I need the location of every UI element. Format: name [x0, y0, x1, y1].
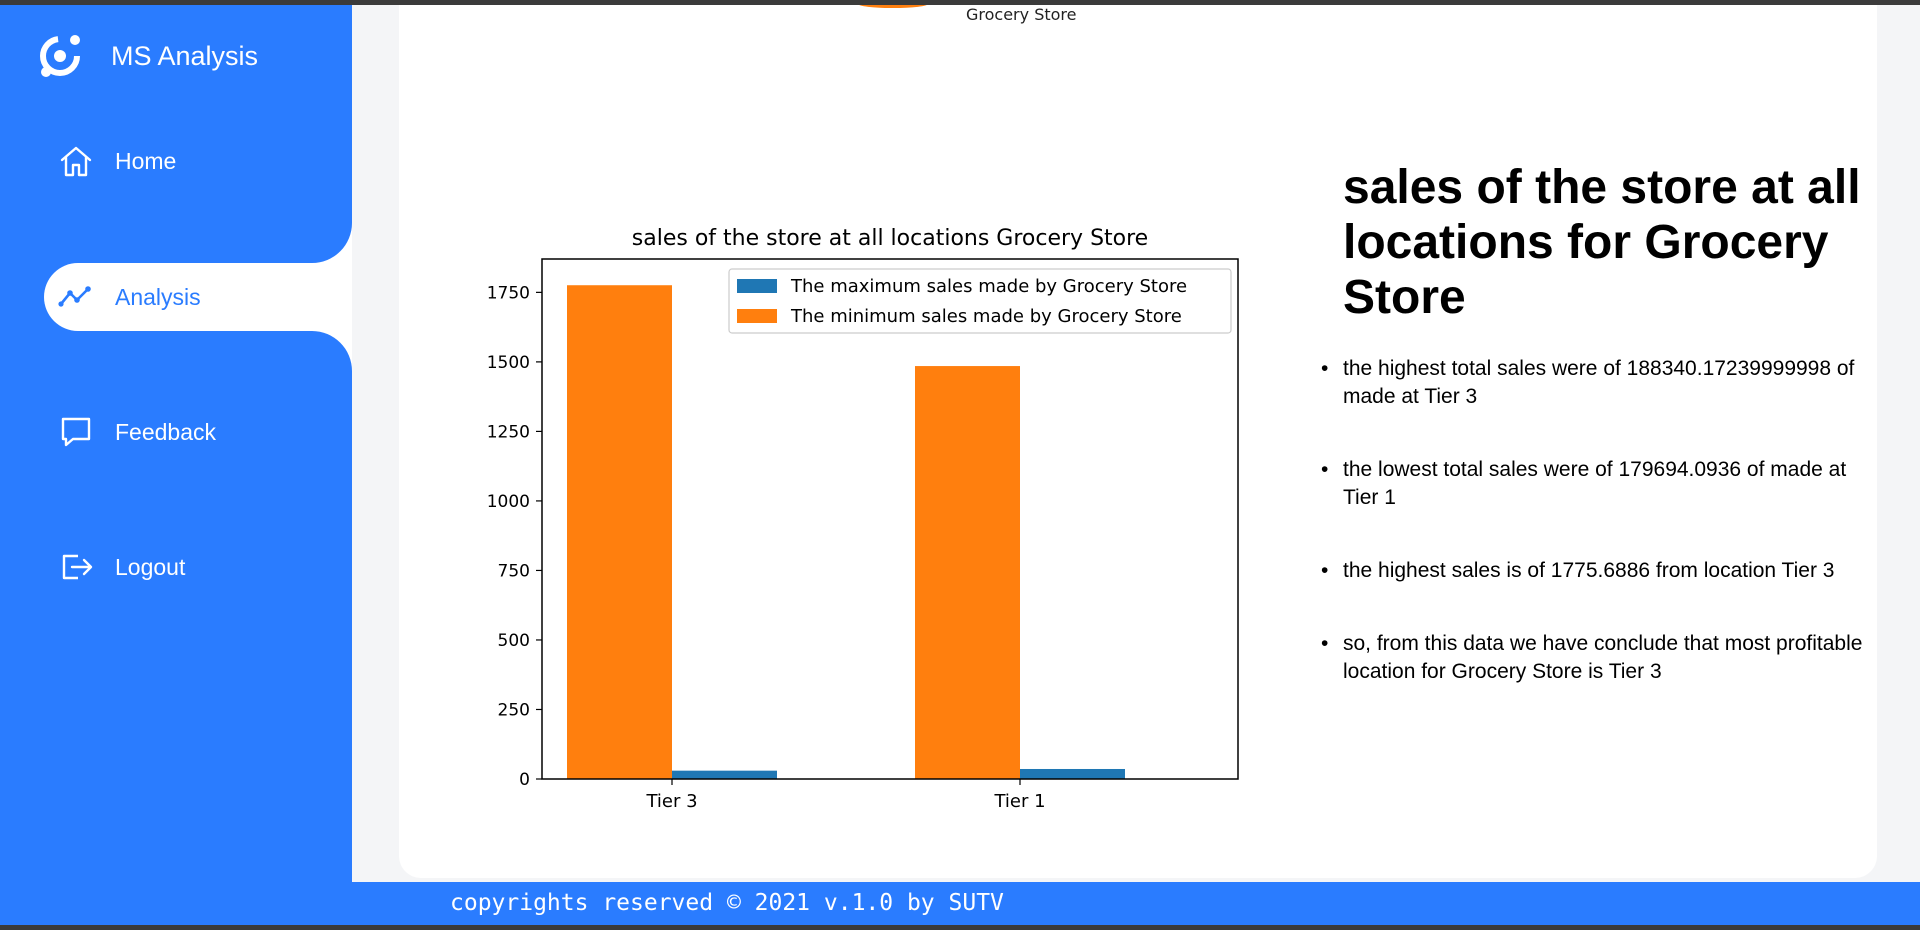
home-icon [58, 143, 94, 179]
legend-label: The maximum sales made by Grocery Store [790, 276, 1187, 297]
top-chart-caption: Grocery Store [966, 5, 1077, 24]
y-tick-label: 500 [498, 631, 530, 651]
nav-curve-bottom [312, 331, 352, 371]
sidebar-item-feedback[interactable]: Feedback [44, 398, 352, 466]
sidebar-item-label: Home [115, 147, 177, 174]
summary-item: the highest sales is of 1775.6886 from l… [1321, 557, 1873, 585]
summary-item: the lowest total sales were of 179694.09… [1321, 456, 1873, 512]
logo-icon [40, 35, 80, 77]
y-tick-label: 250 [498, 700, 530, 720]
chart-bar [915, 366, 1020, 779]
chart-bar [567, 285, 672, 779]
sidebar-item-label: Logout [115, 553, 186, 580]
window-bottom-edge [0, 925, 1920, 930]
x-tick-label: Tier 1 [993, 791, 1045, 812]
chat-icon [58, 414, 94, 450]
app-name: MS Analysis [111, 40, 259, 71]
nav-curve-top [312, 223, 352, 263]
y-tick-label: 1500 [487, 353, 530, 373]
sidebar: MS Analysis Home Analysis Feedback Logou… [0, 0, 352, 930]
brand[interactable]: MS Analysis [34, 30, 258, 82]
bar-chart: sales of the store at all locations Groc… [487, 226, 1239, 812]
chart-bar [672, 770, 777, 779]
y-tick-label: 1750 [487, 283, 530, 303]
previous-chart-remnant [858, 0, 928, 8]
line-chart-icon [58, 279, 94, 315]
x-tick-label: Tier 3 [645, 791, 697, 812]
y-tick-label: 1250 [487, 422, 530, 442]
summary-item: the highest total sales were of 188340.1… [1321, 355, 1873, 411]
chart-title: sales of the store at all locations Groc… [632, 226, 1148, 251]
y-tick-label: 1000 [487, 492, 530, 512]
sidebar-item-label: Analysis [115, 283, 201, 310]
sidebar-item-label: Feedback [115, 418, 217, 445]
footer: copyrights reserved © 2021 v.1.0 by SUTV [352, 882, 1920, 925]
legend-label: The minimum sales made by Grocery Store [790, 306, 1182, 327]
window-top-edge [0, 0, 1920, 5]
logout-icon [58, 549, 94, 585]
sidebar-item-logout[interactable]: Logout [44, 533, 352, 601]
y-tick-label: 750 [498, 561, 530, 581]
sidebar-item-analysis[interactable]: Analysis [44, 263, 352, 331]
plot-frame [541, 258, 1239, 780]
sidebar-item-home[interactable]: Home [44, 127, 352, 195]
summary-list: the highest total sales were of 188340.1… [1321, 355, 1873, 686]
chart-legend [728, 268, 1232, 334]
y-tick-label: 0 [519, 770, 530, 790]
analysis-summary: sales of the store at all locations for … [1321, 160, 1873, 731]
legend-swatch [737, 309, 777, 323]
summary-title: sales of the store at all locations for … [1343, 161, 1861, 324]
footer-copyright: copyrights reserved © 2021 v.1.0 by SUTV [450, 890, 1004, 916]
summary-item: so, from this data we have conclude that… [1321, 630, 1873, 686]
legend-swatch [737, 279, 777, 293]
chart-bar [1020, 768, 1125, 779]
